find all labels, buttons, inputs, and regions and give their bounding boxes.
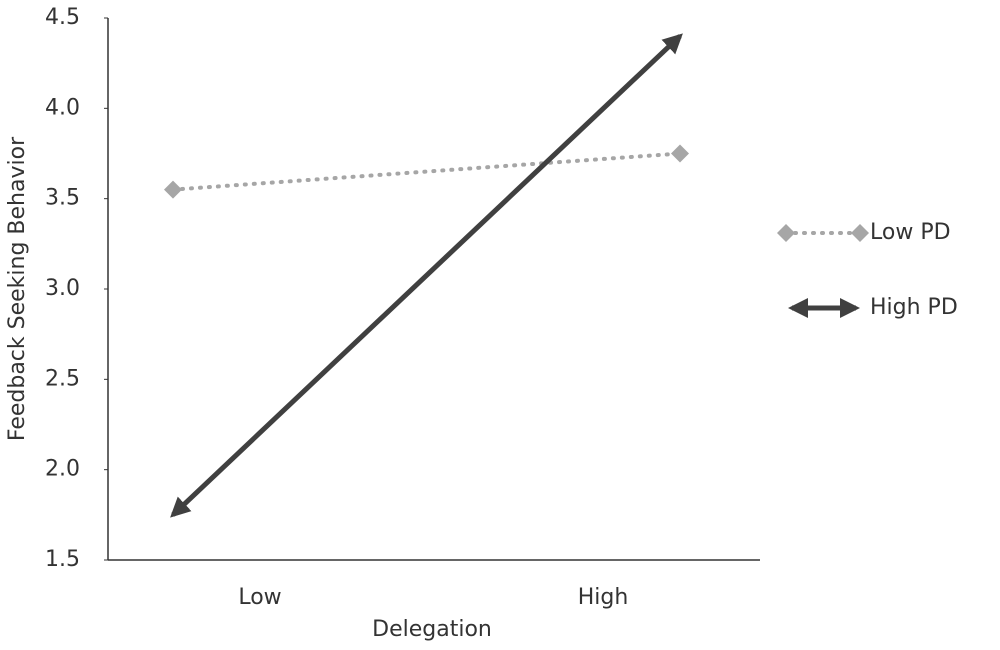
y-tick-label: 2.5 [45, 366, 80, 391]
point-marker [164, 180, 182, 199]
x-axis-label: Delegation [372, 617, 492, 642]
legend-label: Low PD [870, 220, 951, 245]
x-tick-label: High [578, 585, 629, 610]
y-tick-label: 4.5 [45, 5, 80, 30]
series-line [171, 151, 682, 192]
series-line [170, 33, 683, 518]
y-tick-label: 2.0 [45, 457, 80, 482]
y-tick-label: 3.5 [45, 186, 80, 211]
legend-marker [777, 224, 795, 242]
point-marker [671, 144, 689, 163]
legend-marker [851, 224, 869, 242]
y-axis-label: Feedback Seeking Behavior [5, 136, 30, 441]
y-tick-label: 4.0 [45, 95, 80, 120]
legend-label: High PD [870, 295, 958, 320]
y-tick-label: 1.5 [45, 547, 80, 572]
x-tick-label: Low [238, 585, 281, 610]
y-tick-label: 3.0 [45, 276, 80, 301]
